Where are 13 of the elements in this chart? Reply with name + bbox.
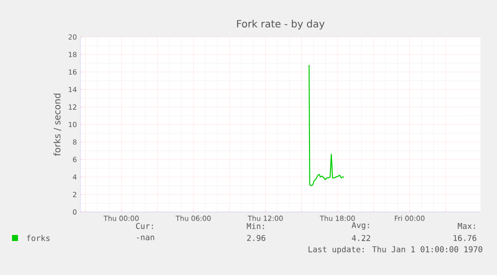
chart-title: Fork rate - by day (237, 20, 325, 30)
text: Min: (246, 222, 264, 230)
line-series (308, 64, 344, 186)
text: 2.96 (247, 234, 266, 242)
y-axis-title: forks / second (54, 94, 62, 156)
text: Cur: (136, 222, 153, 230)
text: Avg: (352, 222, 369, 230)
text: 16.76 (454, 234, 476, 242)
text: -nan (136, 236, 154, 240)
text: 4.22 (352, 235, 370, 241)
text: Max: (458, 223, 475, 229)
legend-label: forks (26, 234, 50, 242)
text: Last update: Thu Jan 1 01:00:00 1970 (308, 246, 482, 254)
